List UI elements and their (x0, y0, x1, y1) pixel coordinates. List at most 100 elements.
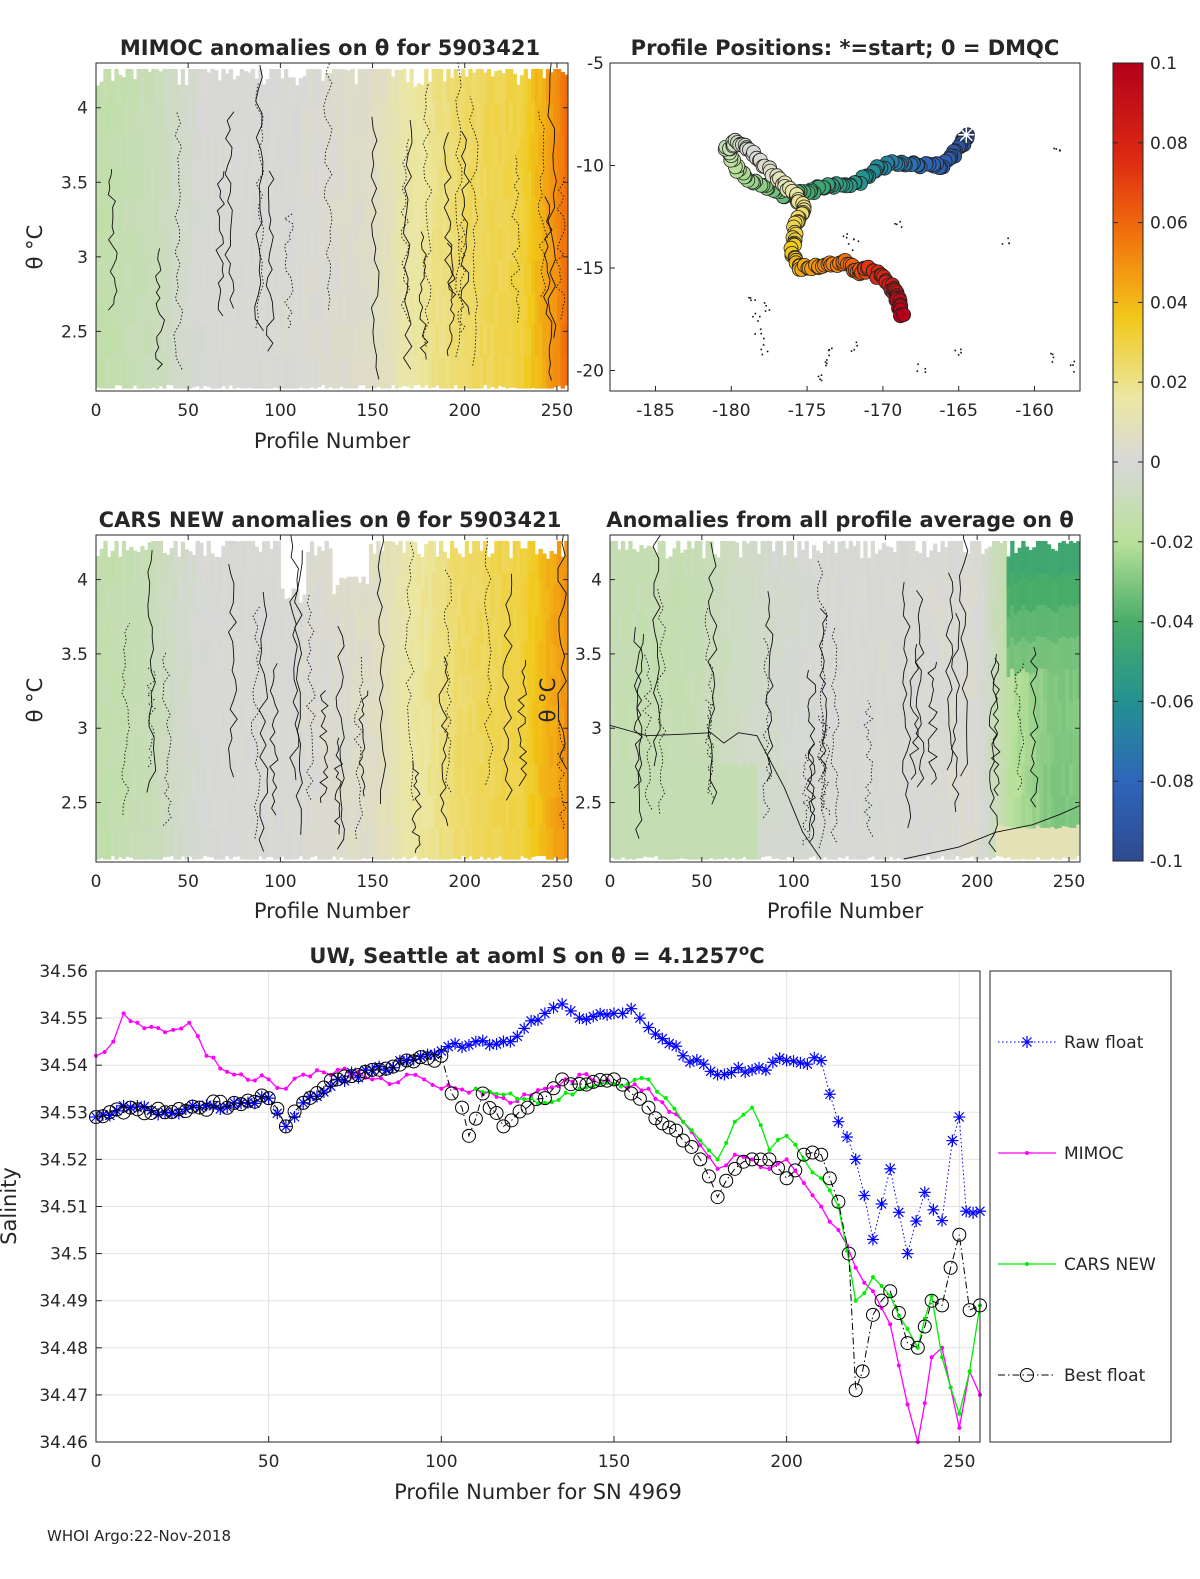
heatmap-cell (291, 832, 295, 860)
heatmap-cell (1010, 573, 1014, 605)
heatmap-cell (977, 700, 981, 732)
heatmap-cell (303, 263, 307, 295)
heatmap-cell (398, 197, 402, 229)
heatmap-cell (255, 140, 259, 172)
heatmap-cell (672, 610, 676, 642)
heatmap-cell (221, 671, 225, 703)
heatmap-cell (269, 580, 273, 611)
heatmap-cell (483, 197, 487, 229)
heatmap-cell (446, 133, 450, 166)
heatmap-cell (321, 354, 325, 385)
heatmap-cell (391, 668, 395, 700)
heatmap-cell (882, 733, 886, 765)
data-point-dot (724, 1141, 728, 1145)
heatmap-cell (465, 700, 469, 732)
heatmap-cell (896, 699, 900, 731)
salinity-title-sup: o (739, 941, 749, 959)
heatmap-cell (963, 613, 967, 644)
heatmap-cell (461, 292, 465, 325)
bathymetry-fragment (762, 354, 764, 356)
heatmap-cell (632, 580, 636, 612)
heatmap-cell (236, 76, 240, 108)
heatmap-cell (491, 645, 495, 676)
heatmap-cell (885, 796, 889, 828)
heatmap-cell (527, 295, 531, 327)
heatmap-cell (1003, 573, 1007, 605)
heatmap-cell (439, 260, 443, 293)
heatmap-cell (362, 633, 366, 662)
heatmap-cell (472, 73, 476, 105)
heatmap-cell (702, 679, 706, 710)
heatmap-cell (841, 604, 845, 636)
heatmap-cell (114, 353, 118, 385)
heatmap-cell (255, 171, 259, 203)
heatmap-cell (376, 228, 380, 260)
heatmap-cell (739, 708, 743, 739)
heatmap-cell (244, 605, 248, 637)
heatmap-cell (240, 228, 244, 261)
heatmap-cell (487, 617, 491, 648)
heatmap-cell (185, 735, 189, 767)
heatmap-cell (402, 705, 406, 736)
heatmap-cell (188, 734, 192, 765)
heatmap-cell (1065, 606, 1069, 638)
heatmap-cell (210, 827, 214, 858)
heatmap-cell (735, 542, 739, 574)
heatmap-cell (314, 645, 318, 676)
heatmap-cell (210, 553, 214, 584)
heatmap-cell (140, 292, 144, 325)
heatmap-cell (192, 69, 196, 101)
heatmap-cell (669, 617, 673, 648)
heatmap-cell (159, 166, 163, 198)
heatmap-cell (1069, 668, 1073, 700)
heatmap-cell (450, 541, 454, 573)
colorbar-tick-label: -0.1 (1150, 852, 1183, 872)
data-point-star (832, 1116, 844, 1128)
heatmap-cell (680, 614, 684, 645)
heatmap-cell (196, 259, 200, 291)
heatmap-cell (753, 700, 757, 732)
heatmap-cell (111, 234, 115, 265)
heatmap-cell (435, 353, 439, 385)
data-point-dot (495, 1092, 499, 1096)
heatmap-cell (151, 164, 155, 196)
heatmap-cell (129, 165, 133, 198)
heatmap-cell (380, 551, 384, 582)
heatmap-cell (963, 583, 967, 614)
heatmap-cell (856, 605, 860, 637)
heatmap-cell (1054, 797, 1058, 828)
heatmap-cell (661, 573, 665, 605)
heatmap-cell (735, 606, 739, 638)
heatmap-cell (148, 325, 152, 357)
heatmap-cell (643, 764, 647, 795)
heatmap-cell (750, 700, 754, 732)
heatmap-cell (199, 638, 203, 670)
heatmap-cell (343, 356, 347, 388)
heatmap-cell (358, 353, 362, 385)
heatmap-cell (203, 132, 207, 164)
heatmap-cell (557, 227, 561, 259)
data-point-dot (284, 1087, 288, 1091)
heatmap-cell (621, 636, 625, 668)
positions-track (718, 127, 974, 323)
heatmap-cell (350, 690, 354, 719)
heatmap-cell (672, 735, 676, 767)
heatmap-cell (1058, 574, 1062, 606)
heatmap-cell (170, 227, 174, 259)
heatmap-cell (985, 826, 989, 857)
heatmap-cell (303, 294, 307, 326)
heatmap-cell (170, 101, 174, 133)
heatmap-cell (443, 675, 447, 706)
heatmap-cell (878, 735, 882, 767)
heatmap-cell (203, 354, 207, 386)
heatmap-cell (185, 327, 189, 358)
data-point-dot (905, 1327, 909, 1331)
heatmap-cell (472, 605, 476, 637)
heatmap-cell (498, 572, 502, 604)
heatmap-cell (698, 573, 702, 605)
heatmap-cell (977, 573, 981, 605)
heatmap-cell (424, 575, 428, 607)
heatmap-cell (457, 294, 461, 326)
allavg-title: Anomalies from all profile average on θ (606, 508, 1074, 532)
heatmap-cell (553, 291, 557, 323)
